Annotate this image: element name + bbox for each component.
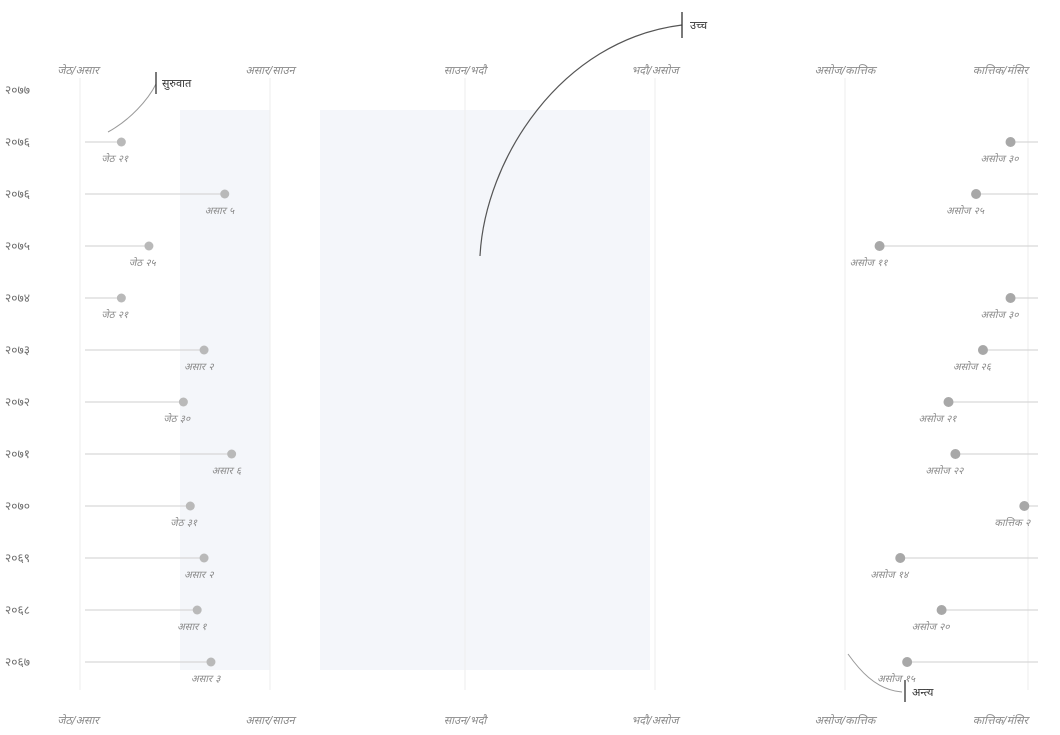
bottom-month-tick-4: असोज/कात्तिक: [815, 714, 878, 727]
withdrawal-point-4: [1005, 293, 1016, 303]
peak-annotation-label: उच्च: [690, 19, 708, 32]
withdrawal-label-2: असोज २५: [946, 205, 985, 217]
withdrawal-label-4: असोज ३०: [981, 309, 1020, 321]
onset-label-4: जेठ २१: [101, 309, 129, 321]
year-label-1: २०७६: [5, 135, 30, 149]
onset-label-2: असार ५: [205, 206, 235, 217]
withdrawal-label-6: असोज २१: [919, 413, 958, 425]
onset-point-10: [192, 605, 202, 615]
onset-point-1: [116, 137, 126, 147]
withdrawal-point-11: [902, 657, 913, 667]
onset-point-2: [220, 189, 230, 199]
withdrawal-point-8: [1019, 501, 1030, 511]
top-month-ticks: जेठ/असार असार/साउन साउन/भदौ भदौ/असोज असोज/का…: [57, 64, 1030, 77]
start-annotation-connector: [107, 83, 157, 133]
onset-label-10: असार १: [177, 622, 207, 633]
data-points: जेठ २१ असोज ३० असार ५ असोज २५ जेठ २५ असोज ११ ज…: [101, 137, 1031, 685]
start-annotation-label: सुरुवात: [162, 77, 192, 90]
top-month-tick-3: भदौ/असोज: [632, 64, 682, 77]
end-annotation-connector: [847, 653, 903, 693]
onset-label-8: जेठ ३१: [170, 517, 198, 529]
year-label-0: २०७७: [5, 83, 30, 97]
bottom-month-ticks: जेठ/असार असार/साउन साउन/भदौ भदौ/असोज असोज/का…: [57, 714, 1030, 727]
withdrawal-point-2: [971, 189, 982, 199]
withdrawal-label-7: असोज २२: [925, 465, 964, 477]
onset-label-7: असार ६: [212, 466, 242, 477]
onset-point-3: [144, 241, 154, 251]
year-label-8: २०७०: [5, 499, 30, 513]
withdrawal-point-7: [950, 449, 961, 459]
onset-label-5: असार २: [184, 362, 214, 373]
onset-label-3: जेठ २५: [129, 257, 157, 269]
withdrawal-point-9: [895, 553, 906, 563]
withdrawal-point-10: [936, 605, 947, 615]
top-month-tick-5: कात्तिक/मंसिर: [973, 64, 1031, 77]
withdrawal-point-5: [977, 345, 988, 355]
onset-label-11: असार ३: [191, 674, 221, 685]
withdrawal-label-11: असोज १५: [877, 673, 916, 685]
withdrawal-label-5: असोज २६: [953, 361, 992, 373]
top-month-tick-2: साउन/भदौ: [444, 64, 489, 77]
year-rows: [85, 141, 1038, 663]
end-annotation-label: अन्त्य: [912, 686, 934, 699]
year-label-11: २०६७: [5, 655, 30, 669]
top-month-tick-0: जेठ/असार: [57, 64, 101, 77]
band-0: [180, 110, 270, 670]
peak-annotation-arc: [479, 24, 683, 257]
withdrawal-point-1: [1005, 137, 1016, 147]
year-label-6: २०७२: [5, 395, 30, 409]
year-label-5: २०७३: [5, 343, 30, 357]
bottom-month-tick-1: असार/साउन: [245, 714, 296, 727]
withdrawal-label-3: असोज ११: [850, 257, 889, 269]
bottom-month-tick-2: साउन/भदौ: [444, 714, 489, 727]
year-label-7: २०७१: [5, 447, 30, 461]
onset-point-4: [116, 293, 126, 303]
onset-label-9: असार २: [184, 570, 214, 581]
withdrawal-label-1: असोज ३०: [981, 153, 1020, 165]
withdrawal-point-3: [874, 241, 885, 251]
onset-point-6: [178, 397, 188, 407]
onset-label-6: जेठ ३०: [163, 413, 191, 425]
withdrawal-label-9: असोज १४: [870, 569, 910, 581]
onset-point-9: [199, 553, 209, 563]
bottom-month-tick-3: भदौ/असोज: [632, 714, 682, 727]
annotations: सुरुवात उच्च अन्त्य: [107, 12, 934, 702]
onset-point-8: [185, 501, 195, 511]
onset-point-11: [206, 657, 216, 667]
onset-point-5: [199, 345, 209, 355]
top-month-tick-4: असोज/कात्तिक: [815, 64, 878, 77]
year-label-4: २०७४: [5, 291, 30, 305]
year-label-9: २०६९: [5, 551, 30, 565]
top-month-tick-1: असार/साउन: [245, 64, 296, 77]
band-1: [320, 110, 470, 670]
year-label-2: २०७६: [5, 187, 30, 201]
grid-lines: [79, 78, 1029, 690]
withdrawal-point-6: [943, 397, 954, 407]
year-label-3: २०७५: [5, 239, 30, 253]
withdrawal-label-10: असोज २०: [912, 621, 951, 633]
year-labels: २०७७ २०७६ २०७६ २०७५ २०७४ २०७३ २०७२ २०७१ २०७० २०६९…: [5, 83, 30, 669]
background-bands: [180, 110, 650, 670]
year-label-10: २०६८: [5, 603, 30, 617]
bottom-month-tick-5: कात्तिक/मंसिर: [973, 714, 1031, 727]
withdrawal-label-8: कात्तिक २: [994, 517, 1031, 529]
band-2: [470, 110, 650, 670]
onset-label-1: जेठ २१: [101, 153, 129, 165]
onset-point-7: [227, 449, 237, 459]
bottom-month-tick-0: जेठ/असार: [57, 714, 101, 727]
